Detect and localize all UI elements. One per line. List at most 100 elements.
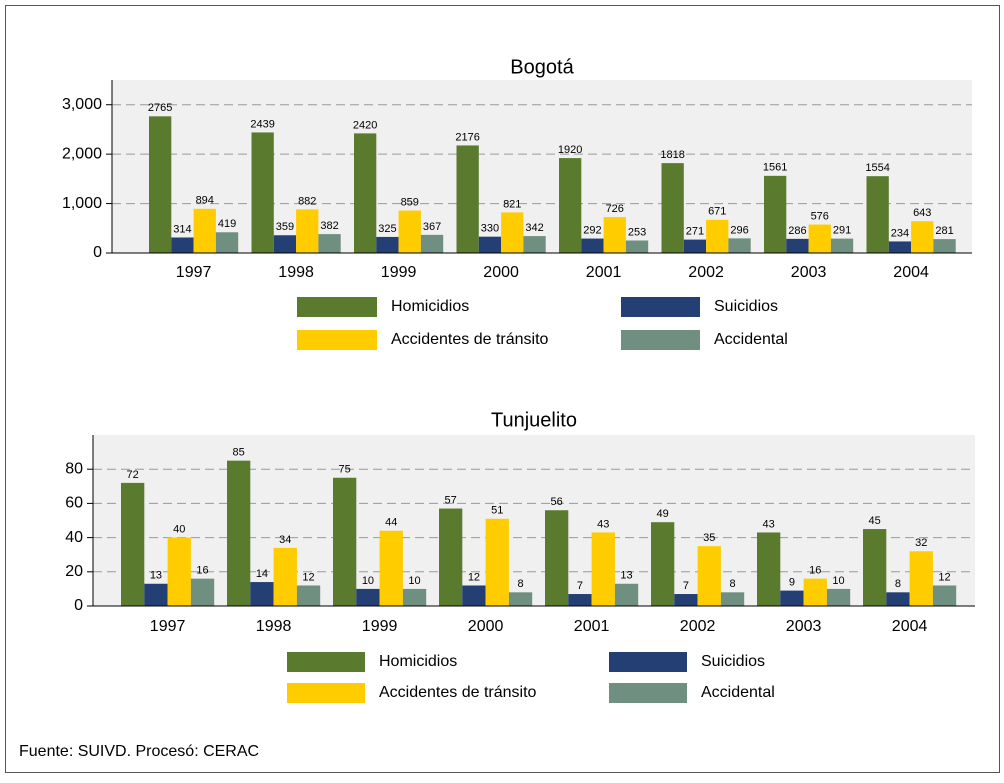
value-label: 10 <box>832 575 844 587</box>
value-label: 367 <box>423 221 441 233</box>
legend-label: Accidentes de tránsito <box>391 331 549 348</box>
value-label: 1561 <box>763 162 787 174</box>
bar <box>581 238 604 253</box>
value-label: 7 <box>683 580 689 592</box>
y-tick-label: 80 <box>65 460 83 477</box>
value-label: 72 <box>127 469 139 481</box>
bar <box>866 176 889 253</box>
bar <box>674 594 698 606</box>
value-label: 281 <box>935 225 953 237</box>
bar <box>933 239 956 253</box>
x-tick-label: 1999 <box>362 618 398 635</box>
x-tick-label: 2004 <box>892 618 928 635</box>
value-label: 2765 <box>148 102 172 114</box>
x-tick-label: 2000 <box>483 264 519 281</box>
bar <box>786 238 809 253</box>
x-tick-label: 2002 <box>688 264 724 281</box>
value-label: 821 <box>503 198 521 210</box>
value-label: 291 <box>833 225 851 237</box>
bar <box>296 585 321 606</box>
value-label: 34 <box>279 534 291 546</box>
y-tick-label: 60 <box>65 495 83 512</box>
x-tick-label: 1997 <box>150 618 186 635</box>
footnote: Fuente: SUIVD. Procesó: CERAC <box>19 743 259 760</box>
legend-label: Homicidios <box>379 653 457 670</box>
bar <box>909 551 933 606</box>
bar <box>559 158 582 253</box>
bar <box>356 588 380 606</box>
bar <box>333 477 357 606</box>
value-label: 894 <box>196 195 214 207</box>
value-label: 10 <box>408 575 420 587</box>
value-label: 45 <box>869 515 881 527</box>
value-label: 9 <box>789 577 795 589</box>
bar <box>651 522 675 606</box>
value-label: 32 <box>915 537 927 549</box>
value-label: 85 <box>233 447 245 459</box>
legend-swatch <box>297 297 377 317</box>
x-tick-label: 2001 <box>574 618 610 635</box>
value-label: 13 <box>150 570 162 582</box>
legend-swatch <box>287 683 365 703</box>
bar <box>728 238 751 253</box>
value-label: 382 <box>320 220 338 232</box>
value-label: 7 <box>577 580 583 592</box>
x-tick-label: 2002 <box>680 618 716 635</box>
value-label: 1818 <box>660 149 684 161</box>
bar <box>757 532 781 606</box>
x-tick-label: 2003 <box>791 264 827 281</box>
bar <box>886 592 910 606</box>
bar <box>376 236 399 253</box>
bar <box>439 508 463 606</box>
value-label: 2420 <box>353 119 377 131</box>
bar <box>683 239 707 253</box>
value-label: 296 <box>730 224 748 236</box>
legend-label: Suicidios <box>714 298 778 315</box>
bar <box>273 547 297 606</box>
y-tick-label: 0 <box>93 244 102 261</box>
bar <box>697 546 721 606</box>
bar <box>826 588 851 606</box>
bar <box>485 518 509 606</box>
bar <box>402 588 427 606</box>
value-label: 1554 <box>865 162 889 174</box>
value-label: 16 <box>809 565 821 577</box>
bar <box>706 219 729 253</box>
value-label: 8 <box>729 578 735 590</box>
bar <box>478 236 502 253</box>
value-label: 726 <box>606 203 624 215</box>
bar <box>227 460 251 606</box>
legend-label: Accidental <box>701 684 775 701</box>
value-label: 292 <box>583 224 601 236</box>
x-tick-label: 1999 <box>381 264 417 281</box>
value-label: 44 <box>385 517 397 529</box>
bar <box>121 482 145 606</box>
bar <box>193 208 216 253</box>
value-label: 12 <box>468 571 480 583</box>
bar <box>456 145 479 253</box>
bar <box>545 510 569 606</box>
bar <box>614 583 639 606</box>
value-label: 12 <box>302 571 314 583</box>
x-tick-label: 1998 <box>256 618 292 635</box>
value-label: 286 <box>788 225 806 237</box>
value-label: 671 <box>708 206 726 218</box>
value-label: 314 <box>173 223 191 235</box>
bar <box>591 532 615 606</box>
value-label: 330 <box>481 223 499 235</box>
bar <box>251 132 274 253</box>
bar <box>167 537 191 606</box>
value-label: 40 <box>173 524 185 536</box>
bar <box>420 234 444 253</box>
x-tick-label: 2004 <box>893 264 929 281</box>
x-tick-label: 2003 <box>786 618 822 635</box>
bar <box>462 585 486 606</box>
x-tick-label: 1998 <box>278 264 314 281</box>
value-label: 56 <box>551 496 563 508</box>
bar <box>764 175 787 253</box>
value-label: 234 <box>891 227 909 239</box>
legend-swatch <box>609 683 687 703</box>
bar <box>808 224 831 253</box>
value-label: 35 <box>703 532 715 544</box>
